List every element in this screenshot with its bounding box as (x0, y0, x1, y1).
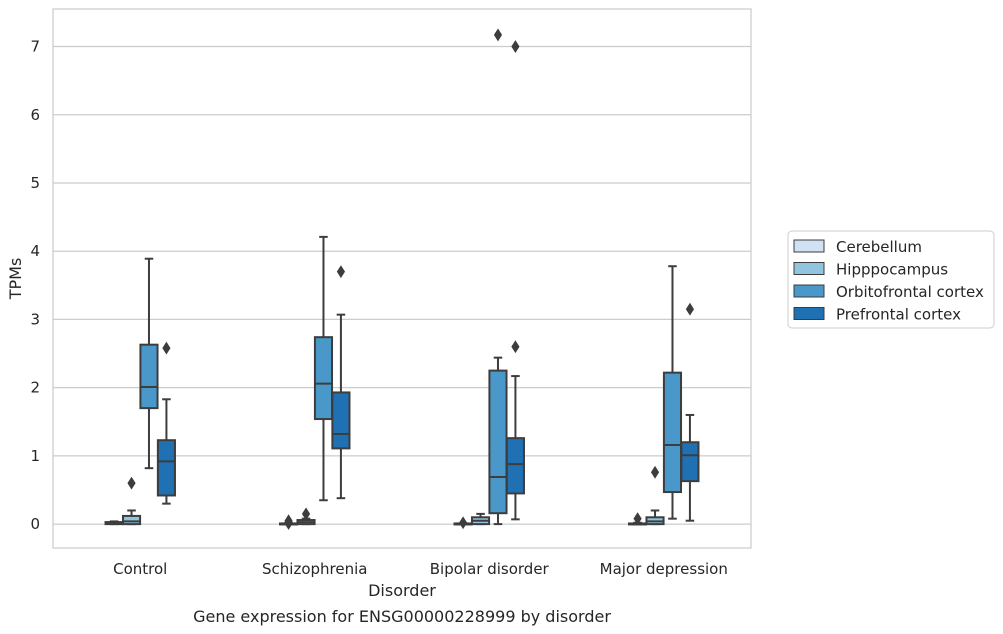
x-axis-title: Disorder (368, 581, 436, 600)
box (279, 514, 299, 530)
outlier-point (511, 340, 520, 354)
y-tick-label: 1 (30, 447, 40, 465)
x-axis-ticks: Control Schizophrenia Bipolar disorder Majo… (113, 560, 728, 578)
outlier-point (162, 341, 171, 355)
outlier-point (650, 465, 660, 479)
legend-label: Prefrontal cortex (836, 306, 961, 324)
y-tick-label: 0 (30, 515, 40, 533)
box (662, 265, 683, 520)
outlier-point (493, 28, 503, 42)
box (313, 235, 334, 502)
plot-frame (52, 8, 752, 549)
box (296, 507, 316, 526)
box-iqr (488, 369, 508, 515)
outlier-point (127, 476, 136, 490)
outlier-point (284, 517, 293, 530)
outlier-point (336, 265, 346, 279)
y-tick-label: 2 (30, 379, 40, 397)
box-series (139, 28, 683, 526)
legend-swatch (793, 284, 825, 298)
box (139, 257, 159, 470)
y-tick-label: 4 (30, 242, 40, 260)
legend-frame (787, 230, 995, 329)
legend-label: Orbitofrontal cortex (836, 283, 984, 301)
outlier-point (633, 512, 642, 526)
box (121, 476, 142, 526)
x-tick-label: Control (113, 560, 167, 578)
outlier-point (301, 507, 311, 521)
box (331, 265, 351, 500)
legend-swatch (793, 262, 825, 275)
figure-caption: Gene expression for ENSG00000228999 by d… (193, 607, 611, 626)
box (488, 28, 508, 526)
legend-label: Cerebellum (836, 238, 922, 256)
legend-swatch (793, 307, 825, 320)
box (156, 341, 176, 505)
outlier-point (685, 302, 695, 316)
outlier-point (511, 40, 520, 53)
box-iqr (139, 343, 159, 410)
box-series (156, 40, 700, 522)
box (453, 516, 473, 530)
y-axis-ticks: 0 1 2 3 4 5 6 7 (30, 38, 40, 534)
legend-swatch (793, 239, 825, 253)
outlier-point (458, 516, 468, 530)
y-tick-label: 5 (30, 174, 40, 192)
box (505, 40, 525, 521)
x-tick-label: Major depression (600, 560, 728, 578)
box-iqr (680, 441, 700, 483)
box-series-group (104, 28, 700, 530)
box (680, 302, 700, 522)
box (470, 512, 491, 526)
legend-label: Hipppocampus (836, 261, 948, 279)
box-series (104, 512, 648, 530)
box-iqr (331, 391, 351, 450)
box-iqr (662, 371, 683, 494)
box-iqr (156, 439, 176, 497)
y-tick-label: 7 (30, 38, 40, 56)
box-iqr (313, 336, 334, 421)
y-axis-title: TPMs (6, 258, 25, 301)
box (104, 520, 124, 526)
box (628, 512, 648, 526)
y-tick-label: 3 (30, 310, 40, 328)
box-series (121, 465, 665, 526)
x-tick-label: Schizophrenia (262, 560, 367, 578)
x-tick-label: Bipolar disorder (430, 560, 550, 578)
y-tick-label: 6 (30, 106, 40, 124)
box (645, 465, 665, 526)
box-iqr (121, 514, 142, 526)
box-iqr (505, 437, 525, 495)
legend: Cerebellum Hipppocampus Orbitofrontal cort… (787, 230, 995, 329)
